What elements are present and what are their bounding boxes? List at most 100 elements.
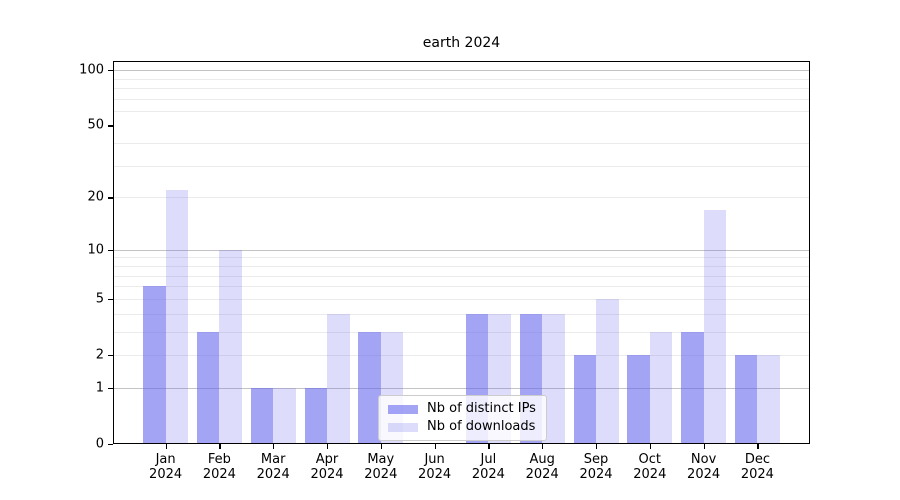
gridline-major (113, 70, 810, 72)
x-tick-month: May (367, 452, 395, 467)
bars-layer (113, 61, 810, 444)
x-tick-mark (542, 444, 544, 449)
x-tick-mark (273, 444, 275, 449)
bar-distinct-ips-feb (196, 331, 220, 444)
x-tick-month: Aug (529, 452, 555, 467)
x-tick-mark (219, 444, 221, 449)
gridline-major (113, 387, 810, 389)
y-tick-mark (108, 387, 113, 390)
bar-downloads-dec (757, 354, 780, 444)
bar-downloads-jan (165, 189, 189, 444)
bar-distinct-ips-oct (627, 354, 650, 444)
bar-downloads-sep (596, 298, 619, 444)
x-tick-label: Jan 2024 (135, 452, 197, 482)
x-tick-mark (434, 444, 436, 449)
bar-distinct-ips-nov (681, 331, 704, 444)
gridline-minor (113, 165, 810, 167)
gridline-minor (113, 143, 810, 145)
x-tick-month: Jan (155, 452, 176, 467)
x-tick-year: 2024 (256, 467, 290, 482)
x-tick-year: 2024 (687, 467, 721, 482)
x-tick-label: Jul 2024 (457, 452, 519, 482)
x-tick-label: Oct 2024 (619, 452, 681, 482)
gridline-major (113, 249, 810, 251)
y-tick-mark (108, 444, 113, 446)
legend-label-downloads: Nb of downloads (427, 419, 536, 434)
gridline-minor (113, 354, 810, 356)
x-tick-year: 2024 (471, 467, 505, 482)
gridline-minor (113, 298, 810, 300)
gridline-minor (113, 98, 810, 100)
bar-distinct-ips-may (358, 331, 381, 444)
x-tick-month: Jun (424, 452, 445, 467)
x-tick-month: Apr (315, 452, 339, 467)
x-tick-month: Mar (260, 452, 286, 467)
x-tick-mark (596, 444, 598, 449)
x-tick-year: 2024 (525, 467, 559, 482)
bar-downloads-mar (273, 387, 296, 444)
x-tick-year: 2024 (633, 467, 667, 482)
bar-distinct-ips-apr (304, 387, 327, 444)
x-tick-month: Dec (744, 452, 770, 467)
legend-item-downloads: Nb of downloads (388, 420, 536, 434)
gridline-minor (113, 286, 810, 288)
legend-swatch-downloads (388, 422, 418, 432)
gridline-minor (113, 275, 810, 277)
y-tick-mark (108, 298, 113, 301)
legend-swatch-distinct-ips (388, 404, 418, 414)
x-tick-mark (703, 444, 705, 449)
gridline-minor (113, 331, 810, 333)
y-tick-label: 20 (87, 189, 104, 205)
x-tick-year: 2024 (364, 467, 398, 482)
bar-downloads-apr (327, 313, 350, 444)
bar-downloads-oct (649, 331, 673, 444)
gridline-minor (113, 257, 810, 259)
y-tick-label: 10 (87, 242, 104, 258)
x-tick-mark (327, 444, 329, 449)
y-tick-mark (108, 125, 113, 127)
y-tick-label: 0 (95, 436, 104, 452)
y-tick-mark (108, 249, 113, 252)
y-tick-mark (108, 354, 113, 357)
x-tick-year: 2024 (202, 467, 236, 482)
bar-distinct-ips-jan (143, 286, 166, 444)
x-tick-year: 2024 (740, 467, 774, 482)
x-tick-month: Oct (638, 452, 662, 467)
x-tick-label: Nov 2024 (673, 452, 735, 482)
bar-distinct-ips-dec (734, 354, 758, 444)
x-tick-year: 2024 (418, 467, 452, 482)
x-tick-label: Apr 2024 (296, 452, 358, 482)
x-tick-month: Feb (207, 452, 231, 467)
x-tick-label: Mar 2024 (242, 452, 304, 482)
x-tick-month: Nov (690, 452, 717, 467)
y-tick-label: 100 (79, 62, 104, 78)
y-tick-label: 50 (87, 117, 104, 133)
gridline-minor (113, 265, 810, 267)
x-tick-label: Jun 2024 (404, 452, 466, 482)
x-tick-year: 2024 (149, 467, 183, 482)
legend: Nb of distinct IPs Nb of downloads (378, 395, 547, 441)
y-tick-mark (108, 70, 113, 72)
gridline-minor (113, 87, 810, 89)
gridline-minor (113, 313, 810, 315)
legend-item-distinct-ips: Nb of distinct IPs (388, 402, 536, 416)
x-tick-year: 2024 (579, 467, 613, 482)
y-tick-label: 1 (95, 380, 104, 396)
y-tick-label: 5 (95, 291, 104, 307)
gridline-minor (113, 197, 810, 199)
x-tick-label: Aug 2024 (511, 452, 573, 482)
x-tick-label: Sep 2024 (565, 452, 627, 482)
bar-downloads-feb (219, 249, 242, 444)
legend-label-distinct-ips: Nb of distinct IPs (427, 401, 536, 416)
x-tick-label: May 2024 (350, 452, 412, 482)
plot-area (113, 61, 810, 444)
x-tick-label: Dec 2024 (726, 452, 788, 482)
x-tick-mark (649, 444, 652, 449)
bar-distinct-ips-sep (573, 354, 596, 444)
x-tick-month: Jul (480, 452, 497, 467)
x-tick-label: Feb 2024 (188, 452, 250, 482)
x-tick-mark (757, 444, 759, 449)
grid-layer (113, 61, 810, 444)
y-tick-label: 2 (95, 347, 104, 363)
